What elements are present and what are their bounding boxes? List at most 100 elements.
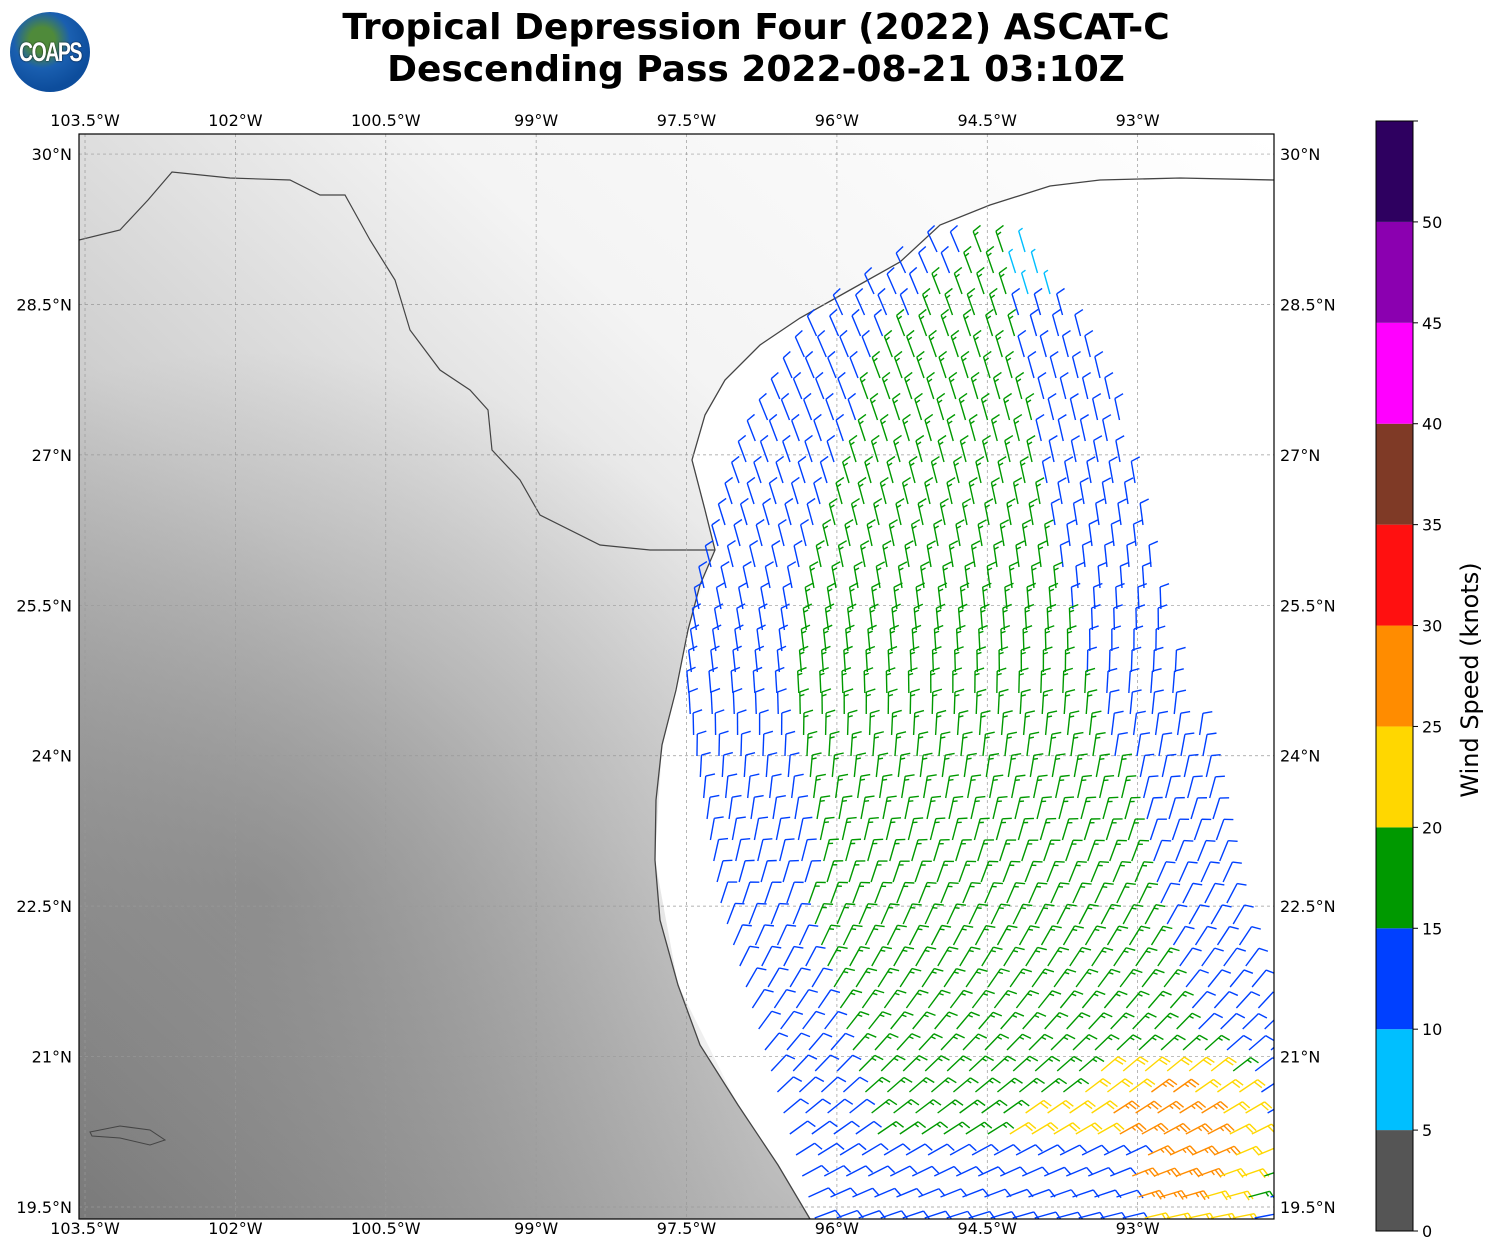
wind-barb — [1114, 393, 1124, 421]
wind-barb — [1061, 818, 1079, 841]
wind-barb — [974, 667, 985, 694]
wind-barb — [1084, 329, 1094, 358]
wind-barb — [1047, 1099, 1074, 1114]
lat-label-left: 22.5°N — [16, 897, 72, 916]
wind-barb — [1135, 947, 1158, 967]
wind-barb — [893, 946, 915, 967]
wind-barb — [971, 1143, 999, 1156]
wind-barb — [977, 839, 994, 862]
wind-barb — [1169, 1145, 1198, 1156]
wind-barb — [958, 392, 968, 421]
wind-barb — [913, 603, 924, 631]
wind-barb — [992, 371, 1002, 400]
wind-barb — [798, 1076, 825, 1093]
wind-barb — [698, 560, 708, 589]
wind-barb — [1127, 818, 1145, 841]
wind-barb — [808, 881, 826, 904]
lon-label-top: 96°W — [815, 111, 859, 130]
wind-barb — [943, 968, 966, 988]
wind-barb — [1150, 925, 1173, 946]
wind-barb — [897, 752, 911, 778]
wind-barb — [796, 666, 807, 694]
wind-barb — [798, 924, 819, 946]
wind-barb — [1267, 1108, 1274, 1114]
wind-barb — [759, 434, 769, 463]
wind-barb — [1111, 625, 1122, 652]
wind-barb — [1053, 1122, 1081, 1135]
colorbar-tick-label: 10 — [1422, 1020, 1442, 1039]
wind-barb — [893, 434, 902, 463]
wind-barb — [886, 924, 907, 946]
wind-barb — [963, 245, 973, 274]
wind-barb — [1039, 329, 1049, 358]
wind-barb — [1185, 1123, 1213, 1135]
wind-barb — [904, 795, 919, 820]
wind-barb — [1153, 839, 1172, 862]
wind-barb — [1028, 498, 1038, 526]
wind-barb — [1040, 925, 1062, 946]
wind-barb — [999, 519, 1010, 547]
wind-barb — [791, 413, 800, 442]
wind-barb — [1172, 925, 1195, 946]
wind-barb — [912, 709, 925, 736]
wind-barb — [1062, 925, 1084, 946]
wind-barb — [1229, 1123, 1257, 1135]
wind-barb — [789, 967, 811, 988]
wind-barb — [824, 1010, 848, 1030]
wind-barb — [1193, 818, 1212, 841]
wind-barb — [1213, 991, 1239, 1009]
wind-barb — [1029, 308, 1039, 337]
wind-barb — [915, 946, 937, 967]
wind-barb — [817, 989, 841, 1009]
wind-barb — [841, 816, 857, 841]
wind-barb — [1066, 519, 1076, 547]
wind-barb — [1182, 1190, 1210, 1201]
wind-barb — [1179, 947, 1202, 967]
wind-barb — [1059, 990, 1084, 1009]
wind-barb — [940, 1033, 965, 1051]
wind-barb — [1114, 732, 1128, 757]
wind-barb — [1032, 774, 1048, 799]
wind-barb — [954, 646, 964, 673]
wind-barb — [1046, 860, 1065, 883]
wind-barb — [1084, 667, 1096, 694]
wind-barb — [852, 1187, 880, 1198]
us-mexico-border — [79, 171, 715, 551]
wind-barb — [949, 1143, 977, 1156]
wind-barb — [1094, 350, 1104, 379]
wind-barb — [1097, 1122, 1125, 1135]
coastline — [654, 177, 1274, 1219]
wind-barb — [959, 582, 970, 610]
wind-barb — [782, 434, 791, 463]
wind-barb — [1078, 1211, 1106, 1219]
wind-barb — [1205, 753, 1221, 778]
wind-barb — [978, 710, 991, 736]
wind-barb — [746, 413, 756, 442]
wind-barb — [1026, 435, 1036, 463]
wind-barb — [985, 308, 994, 337]
wind-barb — [1051, 308, 1061, 337]
wind-barb — [776, 645, 787, 673]
wind-barb — [792, 902, 811, 925]
wind-barb — [1157, 947, 1180, 967]
wind-barb — [1108, 456, 1118, 484]
wind-barb — [882, 540, 892, 568]
gridlines — [79, 134, 1274, 1219]
wind-barb — [802, 709, 814, 736]
colorbar-tick-label: 15 — [1422, 919, 1442, 938]
wind-barb — [1115, 582, 1125, 610]
wind-barb — [908, 455, 918, 484]
wind-barb — [936, 860, 954, 883]
wind-barb — [748, 902, 767, 925]
wind-barb — [926, 371, 935, 400]
wind-barb — [869, 603, 879, 631]
wind-barb — [1046, 603, 1057, 631]
wind-barb — [1204, 1190, 1232, 1201]
wind-barb — [993, 540, 1003, 568]
wind-barb — [1220, 1012, 1246, 1030]
wind-barb — [1048, 731, 1062, 757]
wind-barb — [1015, 990, 1040, 1009]
wind-barb — [905, 1143, 933, 1156]
wind-barb — [1022, 710, 1036, 736]
